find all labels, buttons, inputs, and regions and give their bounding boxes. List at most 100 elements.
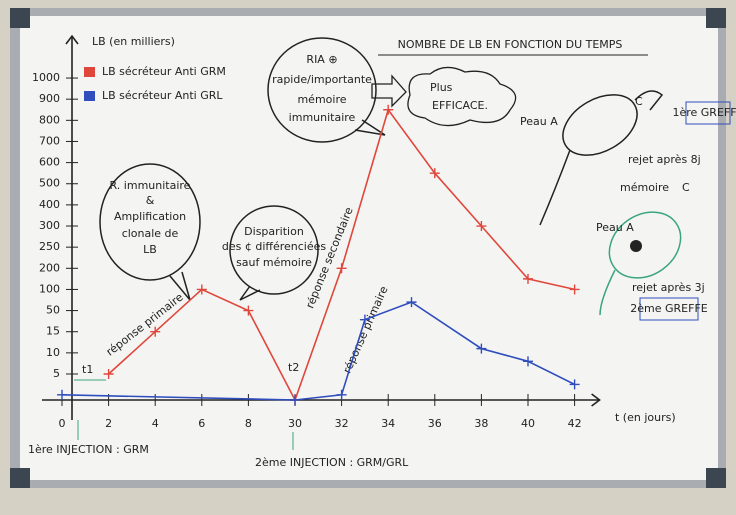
bubble-text: mémoire bbox=[297, 93, 346, 106]
x-tick-label: 8 bbox=[245, 417, 252, 430]
graft-note: 2ème GREFFE bbox=[630, 302, 708, 315]
data-point bbox=[476, 221, 487, 232]
mouse-drawing bbox=[608, 211, 682, 279]
graft-note: rejet après 3j bbox=[632, 281, 705, 294]
graft-note: Peau A bbox=[596, 221, 634, 234]
data-point bbox=[336, 389, 347, 400]
data-point bbox=[523, 273, 533, 284]
legend-swatch bbox=[84, 67, 95, 77]
x-tick-label: 36 bbox=[428, 417, 442, 430]
x-tick-label: 6 bbox=[198, 417, 205, 430]
time-mark: t2 bbox=[288, 361, 299, 374]
y-tick-label: 250 bbox=[39, 240, 60, 253]
graft-note: C bbox=[635, 95, 643, 108]
corner bbox=[706, 8, 726, 28]
mouse-tail bbox=[599, 269, 616, 316]
x-tick-label: 34 bbox=[381, 417, 395, 430]
skin-graft bbox=[630, 240, 642, 252]
x-tick-label: 32 bbox=[335, 417, 349, 430]
x-tick-label: 4 bbox=[152, 417, 159, 430]
data-point bbox=[406, 297, 417, 308]
x-tick-label: 40 bbox=[521, 417, 535, 430]
board bbox=[20, 16, 718, 480]
x-tick-label: 0 bbox=[59, 417, 66, 430]
corner bbox=[10, 468, 30, 488]
bubble-text: RIA ⊕ bbox=[306, 53, 337, 66]
bubble-text: Amplification bbox=[114, 210, 186, 223]
bubble-text: & bbox=[146, 194, 155, 207]
y-tick-label: 400 bbox=[39, 198, 60, 211]
data-point bbox=[336, 263, 347, 274]
graft-note: Peau A bbox=[520, 115, 558, 128]
data-point bbox=[103, 369, 114, 379]
graft-note: rejet après 8j bbox=[628, 153, 701, 166]
bubble-text: clonale de bbox=[122, 227, 179, 240]
mouse-drawing bbox=[562, 94, 638, 156]
data-point bbox=[243, 305, 254, 316]
bubble-tail bbox=[354, 119, 386, 136]
series-line bbox=[61, 301, 575, 401]
data-point bbox=[429, 168, 440, 179]
arrow bbox=[371, 74, 407, 108]
y-tick-label: 500 bbox=[39, 177, 60, 190]
injection-label: 2ème INJECTION : GRM/GRL bbox=[255, 456, 409, 469]
bubble-text: Disparition bbox=[244, 225, 304, 238]
data-point bbox=[290, 395, 300, 405]
cloud bbox=[407, 66, 517, 127]
y-tick-label: 5 bbox=[53, 367, 60, 380]
y-tick-label: 900 bbox=[39, 92, 60, 105]
y-axis-arrow bbox=[65, 34, 79, 45]
x-tick-label: 42 bbox=[568, 417, 582, 430]
cloud-text: EFFICACE. bbox=[432, 99, 488, 112]
graft-box bbox=[639, 297, 699, 321]
y-tick-label: 50 bbox=[46, 304, 60, 317]
y-axis-label: LB (en milliers) bbox=[92, 35, 175, 48]
x-tick-label: 2 bbox=[105, 417, 112, 430]
bubble-text: des ¢ différenciées bbox=[222, 240, 327, 253]
bubble-text: immunitaire bbox=[289, 111, 356, 124]
y-tick-label: 300 bbox=[39, 219, 60, 232]
data-point bbox=[476, 343, 487, 354]
legend-swatch bbox=[84, 91, 95, 101]
chart-title: NOMBRE DE LB EN FONCTION DU TEMPS bbox=[398, 38, 623, 51]
bubble-text: LB bbox=[143, 243, 157, 256]
data-point bbox=[569, 284, 580, 295]
y-tick-label: 600 bbox=[39, 156, 60, 169]
injection-label: 1ère INJECTION : GRM bbox=[28, 443, 149, 456]
graft-note: C bbox=[682, 181, 690, 194]
y-tick-label: 700 bbox=[39, 134, 60, 147]
data-point bbox=[359, 314, 370, 325]
legend-label: LB sécréteur Anti GRL bbox=[102, 89, 223, 102]
y-tick-label: 10 bbox=[46, 346, 60, 359]
speech-bubble bbox=[267, 37, 377, 143]
x-tick-label: 30 bbox=[288, 417, 302, 430]
mouse-tail bbox=[539, 149, 571, 226]
x-axis-arrow bbox=[591, 393, 601, 407]
corner bbox=[10, 8, 30, 28]
bubble-text: R. immunitaire bbox=[110, 179, 191, 192]
cloud-text: Plus bbox=[430, 81, 453, 94]
y-tick-label: 100 bbox=[39, 282, 60, 295]
speech-bubble bbox=[229, 205, 319, 295]
y-tick-label: 800 bbox=[39, 113, 60, 126]
y-tick-label: 15 bbox=[46, 325, 60, 338]
time-mark: t1 bbox=[82, 363, 93, 376]
graft-note: mémoire bbox=[620, 181, 669, 194]
data-point bbox=[569, 379, 580, 390]
x-axis-label: t (en jours) bbox=[615, 411, 676, 424]
graft-note: 1ère GREFFE bbox=[672, 106, 736, 119]
data-point bbox=[383, 104, 394, 115]
data-point bbox=[196, 284, 207, 295]
legend-label: LB sécréteur Anti GRM bbox=[102, 65, 226, 78]
graft-box bbox=[685, 101, 731, 125]
y-tick-label: 1000 bbox=[32, 71, 60, 84]
speech-bubble bbox=[99, 163, 201, 281]
y-tick-label: 200 bbox=[39, 261, 60, 274]
x-tick-label: 38 bbox=[474, 417, 488, 430]
bubble-text: sauf mémoire bbox=[236, 256, 312, 269]
corner bbox=[706, 468, 726, 488]
bubble-tail bbox=[239, 285, 261, 301]
data-point bbox=[150, 326, 161, 337]
